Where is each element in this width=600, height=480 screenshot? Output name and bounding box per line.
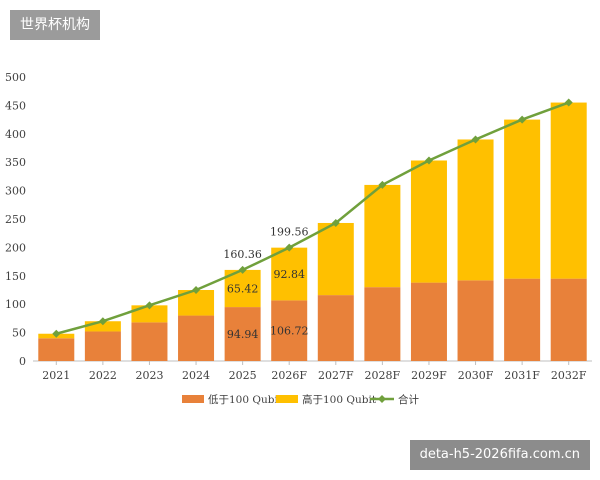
data-label: 160.36 <box>223 248 262 261</box>
bar-low-qubit <box>84 331 121 361</box>
x-tick-label: 2032F <box>551 369 587 382</box>
bar-low-qubit <box>550 278 587 361</box>
y-tick-label: 100 <box>5 298 26 311</box>
y-tick-label: 400 <box>5 128 26 141</box>
bar-high-qubit <box>457 139 494 281</box>
bar-low-qubit <box>364 287 401 361</box>
legend: 低于100 Qubit 高于100 Qubit 合计 <box>182 393 419 406</box>
y-axis: 0 50 100 150 200 250 300 350 400 450 500 <box>5 71 26 368</box>
bar-low-qubit <box>178 315 215 361</box>
legend-label-low-qubit: 低于100 Qubit <box>208 393 283 406</box>
y-tick-label: 300 <box>5 185 26 198</box>
x-tick-label: 2031F <box>504 369 540 382</box>
y-tick-label: 350 <box>5 156 26 169</box>
source-badge: 世界杯机构 <box>10 10 100 40</box>
y-tick-label: 0 <box>19 355 26 368</box>
legend-label-high-qubit: 高于100 Qubit <box>302 393 377 406</box>
bar-high-qubit <box>271 247 308 301</box>
total-series-line <box>55 101 570 335</box>
bar-high-qubit <box>317 222 354 296</box>
data-label: 65.42 <box>227 282 259 295</box>
y-tick-label: 200 <box>5 241 26 254</box>
data-labels: 94.94 65.42 160.36 106.72 92.84 199.56 <box>223 226 308 341</box>
total-point <box>471 135 480 144</box>
data-label: 106.72 <box>270 325 309 338</box>
bar-low-qubit <box>410 282 447 361</box>
x-tick-label: 2023 <box>135 369 163 382</box>
total-point <box>378 180 387 189</box>
data-label: 92.84 <box>273 268 305 281</box>
legend-swatch-high-qubit <box>276 395 298 403</box>
bar-high-qubit <box>84 321 121 332</box>
x-tick-label: 2024 <box>182 369 210 382</box>
bar-high-qubit <box>504 119 541 279</box>
x-tick-label: 2022 <box>89 369 117 382</box>
y-tick-label: 50 <box>12 327 26 340</box>
total-point <box>285 243 294 252</box>
bar-low-qubit <box>38 338 75 361</box>
total-point <box>145 301 154 310</box>
x-tick-label: 2027F <box>318 369 354 382</box>
bars <box>38 102 587 361</box>
total-point <box>424 156 433 165</box>
watermark: deta-h5-2026fifa.com.cn <box>409 440 590 470</box>
bar-low-qubit <box>504 278 541 361</box>
total-point <box>52 329 61 338</box>
y-tick-label: 250 <box>5 213 26 226</box>
x-tick-label: 2021 <box>42 369 70 382</box>
bar-low-qubit <box>457 280 494 361</box>
bar-high-qubit <box>550 102 587 279</box>
legend-swatch-low-qubit <box>182 395 204 403</box>
legend-label-total: 合计 <box>398 393 419 406</box>
y-tick-label: 500 <box>5 71 26 84</box>
total-point <box>98 317 107 326</box>
total-point <box>564 98 573 107</box>
total-point <box>192 286 201 294</box>
x-tick-label: 2029F <box>411 369 447 382</box>
bar-high-qubit <box>364 184 401 288</box>
x-tick-label: 2025 <box>229 369 257 382</box>
legend-marker-total <box>378 395 386 403</box>
bar-low-qubit <box>271 300 308 361</box>
x-tick-label: 2028F <box>365 369 401 382</box>
total-line <box>52 98 573 338</box>
bar-low-qubit <box>224 307 261 361</box>
x-axis: 2021 2022 2023 2024 2025 2026F 2027F 2028F 2029F… <box>33 360 592 382</box>
x-tick-label: 2030F <box>458 369 494 382</box>
bar-high-qubit <box>410 160 447 283</box>
x-tick-label: 2026F <box>271 369 307 382</box>
y-tick-label: 450 <box>5 99 26 112</box>
data-label: 94.94 <box>227 328 259 341</box>
bar-low-qubit <box>131 322 168 361</box>
total-point <box>331 218 340 227</box>
y-tick-label: 150 <box>5 270 26 283</box>
total-point <box>238 265 247 274</box>
data-label: 199.56 <box>270 226 309 239</box>
total-point <box>518 115 527 124</box>
bar-low-qubit <box>317 295 354 361</box>
